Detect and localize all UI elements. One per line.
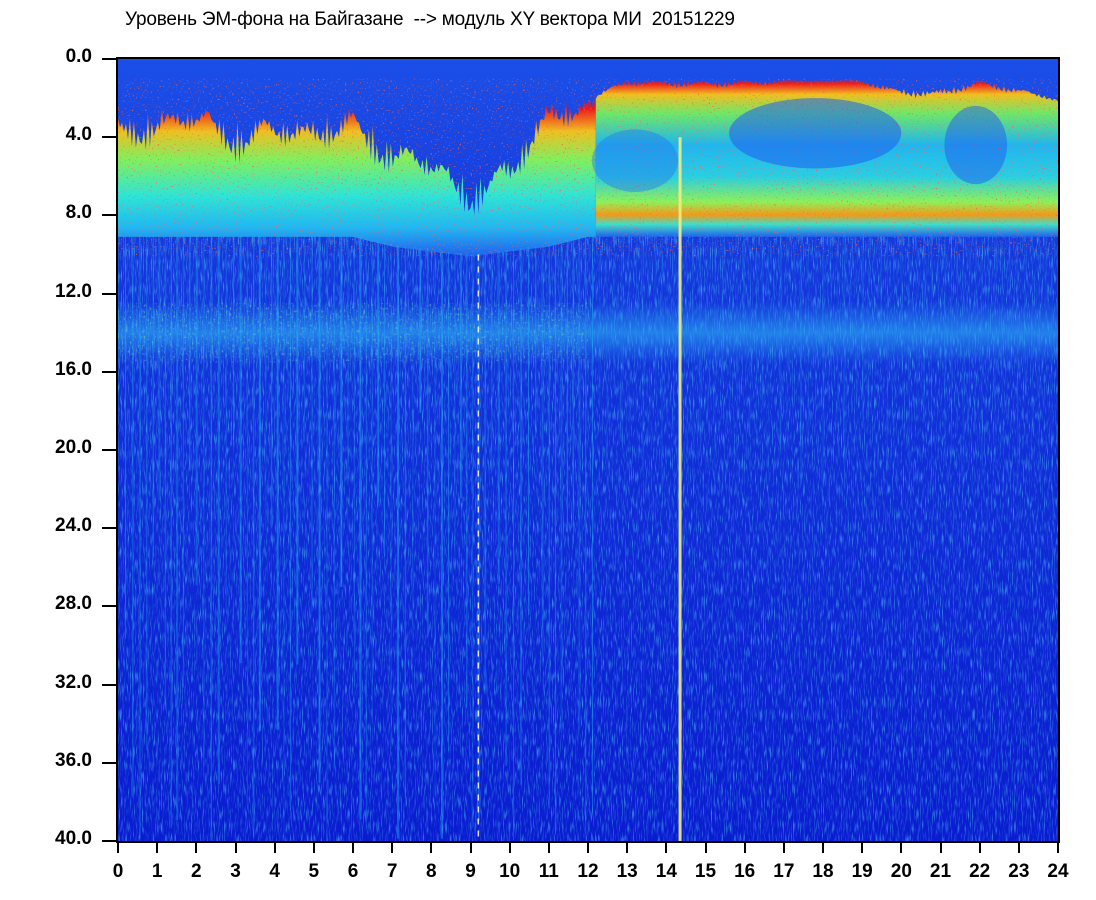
x-tick-mark [626, 841, 629, 853]
x-tick-label: 22 [969, 861, 991, 882]
x-tick-mark [1017, 841, 1020, 853]
x-tick-label: 10 [499, 861, 521, 882]
y-tick-mark [102, 683, 116, 686]
x-tick-label: 7 [386, 861, 398, 882]
x-tick-mark [978, 841, 981, 853]
x-tick-mark [939, 841, 942, 853]
x-tick-label: 18 [812, 861, 834, 882]
y-tick-label: 16.0 [55, 358, 92, 380]
y-tick-label: 40.0 [55, 828, 92, 849]
y-tick-label: 28.0 [55, 593, 92, 615]
y-tick-label: 20.0 [55, 437, 92, 458]
x-tick-label: 17 [773, 861, 795, 882]
x-tick-label: 1 [151, 861, 163, 882]
x-tick-mark [822, 841, 824, 853]
x-tick-mark [273, 841, 276, 853]
heatmap [118, 59, 1058, 841]
x-tick-label: 12 [577, 861, 599, 882]
x-tick-label: 8 [426, 861, 437, 882]
x-tick-label: 11 [538, 861, 559, 882]
x-tick-mark [117, 841, 119, 853]
x-tick-label: 3 [230, 861, 241, 882]
x-tick-label: 23 [1008, 861, 1030, 882]
y-tick-label: 0.0 [65, 46, 92, 67]
x-tick-label: 16 [734, 861, 756, 882]
interior-patch [944, 105, 1008, 185]
y-tick-label: 32.0 [55, 671, 92, 693]
y-tick-label: 4.0 [65, 124, 92, 146]
x-tick-label: 14 [655, 861, 677, 882]
y-tick-mark [102, 605, 116, 608]
plot-area [116, 57, 1060, 843]
x-tick-mark [1057, 841, 1059, 853]
x-tick-mark [234, 841, 237, 853]
y-tick-label: 12.0 [55, 280, 92, 302]
secondary-band-speckle [118, 303, 588, 363]
x-tick-label: 4 [269, 861, 280, 882]
y-tick-mark [102, 840, 116, 842]
x-tick-label: 24 [1047, 861, 1069, 882]
y-tick-label: 8.0 [65, 202, 92, 224]
y-tick-mark [102, 214, 116, 217]
y-tick-label: 36.0 [55, 749, 92, 771]
x-tick-mark [156, 841, 159, 853]
x-tick-mark [469, 841, 472, 853]
interior-patch [591, 129, 679, 192]
x-tick-label: 6 [347, 861, 359, 882]
x-tick-mark [195, 841, 198, 853]
x-tick-mark [352, 841, 354, 853]
y-tick-mark [102, 761, 116, 764]
x-tick-mark [587, 841, 589, 853]
x-tick-mark [547, 841, 550, 853]
y-tick-label: 24.0 [55, 515, 92, 537]
x-tick-label: 21 [929, 861, 952, 882]
x-tick-mark [430, 841, 433, 853]
y-tick-mark [102, 136, 116, 139]
x-tick-label: 0 [112, 861, 124, 882]
x-tick-mark [743, 841, 746, 853]
chart-title: Уровень ЭМ-фона на Байгазане --> модуль … [125, 9, 735, 30]
y-tick-mark [102, 449, 116, 451]
y-tick-mark [102, 58, 116, 60]
x-tick-label: 20 [890, 861, 912, 882]
x-tick-mark [861, 841, 864, 853]
x-tick-label: 5 [308, 861, 320, 882]
x-tick-mark [900, 841, 903, 853]
x-tick-label: 9 [465, 861, 476, 882]
x-tick-mark [391, 841, 394, 853]
y-tick-mark [102, 527, 116, 530]
interior-patch [729, 98, 902, 169]
y-tick-mark [102, 370, 116, 373]
x-tick-mark [508, 841, 511, 853]
x-tick-mark [312, 841, 315, 853]
x-tick-mark [665, 841, 668, 853]
x-tick-mark [704, 841, 707, 853]
y-tick-mark [102, 292, 116, 295]
x-tick-label: 2 [191, 861, 202, 882]
x-tick-label: 13 [616, 861, 638, 882]
x-tick-label: 15 [694, 861, 717, 882]
x-tick-mark [782, 841, 785, 853]
x-tick-label: 19 [851, 861, 873, 882]
